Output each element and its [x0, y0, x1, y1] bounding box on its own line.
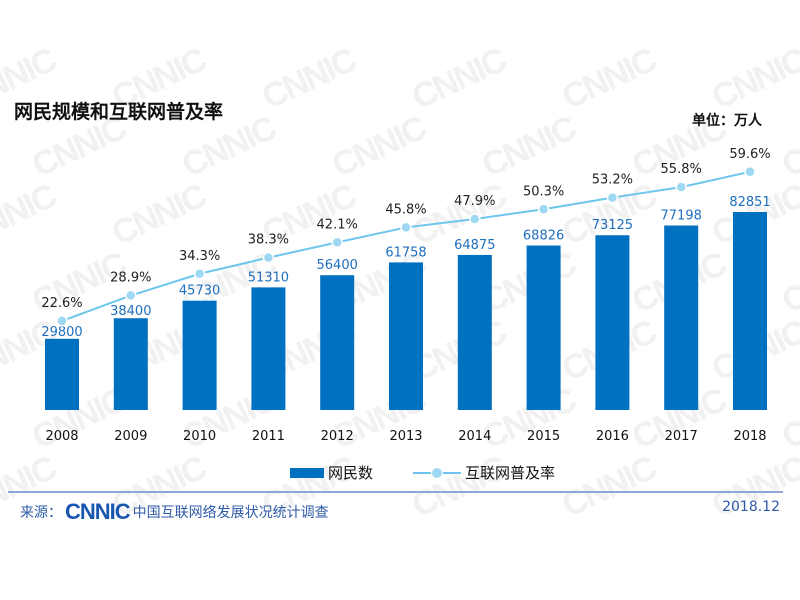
line-marker: [193, 268, 206, 280]
watermark: CNNIC: [406, 449, 511, 525]
line-marker: [606, 191, 619, 204]
x-tick-label: 2018: [733, 429, 766, 444]
line-marker: [469, 213, 481, 225]
line-marker: [331, 236, 343, 249]
x-tick-label: 2015: [527, 429, 560, 444]
line-label: 55.8%: [661, 162, 702, 177]
source-date: 2018.12: [722, 499, 780, 515]
bar: [251, 287, 286, 410]
x-tick-label: 2011: [252, 429, 285, 444]
line-marker: [400, 221, 412, 234]
line-marker: [125, 289, 137, 302]
x-tick-label: 2013: [389, 429, 422, 444]
bar: [733, 212, 767, 410]
line-label: 38.3%: [248, 233, 289, 248]
legend-line-label: 互联网普及率: [465, 464, 556, 482]
line-label: 47.9%: [454, 194, 495, 209]
x-tick-label: 2016: [596, 429, 629, 444]
line-label: 50.3%: [523, 184, 564, 199]
bar: [320, 275, 355, 410]
line-marker: [56, 315, 68, 327]
bar-label: 68826: [523, 229, 564, 244]
bar: [389, 262, 423, 410]
legend: 网民数 互联网普及率: [290, 462, 555, 483]
bar-label: 51310: [248, 270, 289, 285]
bar-label: 64875: [454, 238, 495, 253]
x-tick-label: 2010: [183, 429, 216, 444]
bar: [526, 245, 561, 410]
source-label: 来源：: [20, 505, 62, 521]
line-label: 59.6%: [729, 147, 770, 162]
line-marker: [262, 251, 275, 264]
source: 来源： CNNIC 中国互联网络发展状况统计调查: [20, 499, 329, 525]
bar-label: 45730: [179, 284, 220, 299]
bar: [664, 225, 699, 410]
chart-title: 网民规模和互联网普及率: [14, 101, 224, 123]
line-label: 53.2%: [592, 173, 633, 188]
bar: [595, 235, 630, 410]
chart: 2008 2009 2010 2011 2012 2013 2014 2015 2016 2017…: [41, 147, 770, 444]
line-marker: [744, 166, 756, 178]
source-org: 中国互联网络发展状况统计调查: [132, 505, 329, 521]
bar-label: 56400: [317, 258, 358, 273]
legend-line-swatch: [413, 466, 462, 479]
line-marker: [675, 181, 687, 193]
legend-bar-swatch: [290, 467, 324, 478]
divider: [8, 491, 783, 493]
bar: [182, 300, 217, 410]
bar: [457, 254, 492, 410]
line-label: 34.3%: [179, 249, 220, 264]
bar-label: 29800: [41, 325, 82, 340]
x-tick-label: 2009: [114, 429, 147, 444]
x-tick-label: 2012: [321, 429, 354, 444]
bar-label: 61758: [385, 245, 426, 260]
bar: [45, 338, 79, 410]
bar-label: 38400: [110, 304, 151, 319]
line-label: 28.9%: [110, 271, 151, 286]
x-tick-label: 2014: [458, 429, 491, 444]
bar: [113, 318, 148, 410]
x-tick-label: 2008: [45, 429, 78, 444]
line-marker: [537, 203, 550, 216]
cnnic-logo: CNNIC: [65, 499, 131, 524]
bar-label: 73125: [592, 218, 633, 233]
unit-label: 单位：万人: [692, 113, 762, 129]
watermark: CNNIC: [556, 449, 661, 525]
legend-bar-label: 网民数: [328, 464, 374, 482]
line-label: 45.8%: [385, 202, 426, 217]
bar-label: 82851: [729, 195, 770, 210]
bar-label: 77198: [661, 209, 702, 224]
x-tick-label: 2017: [665, 429, 698, 444]
line-label: 42.1%: [317, 217, 358, 232]
line-label: 22.6%: [41, 296, 82, 311]
